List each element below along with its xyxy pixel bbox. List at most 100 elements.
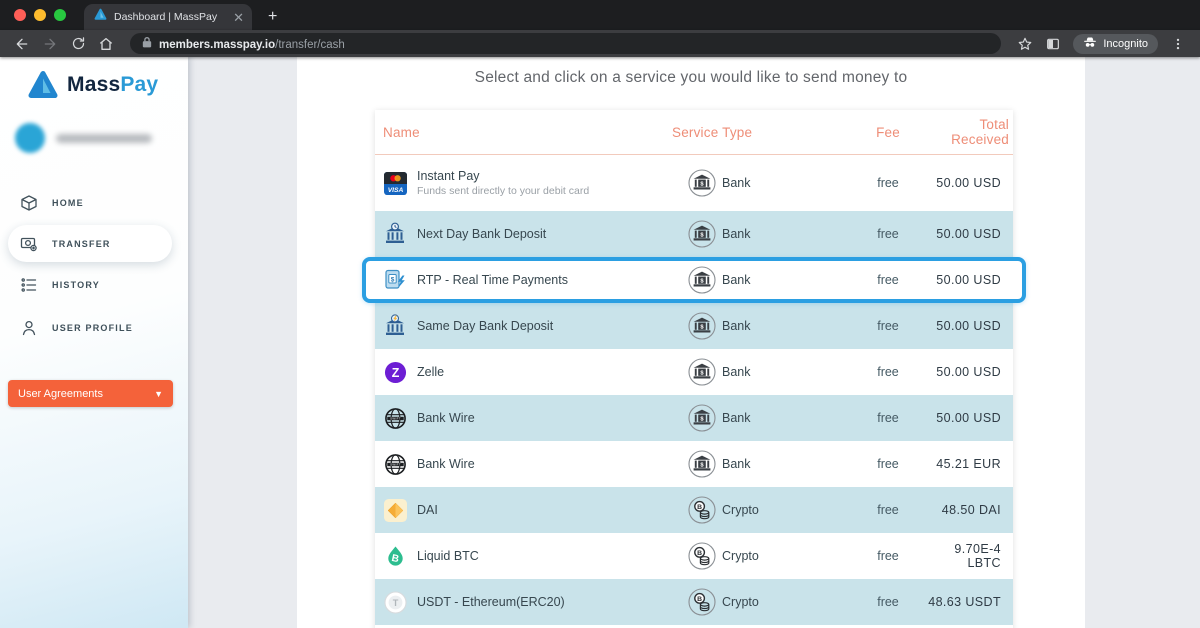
incognito-badge: Incognito — [1073, 33, 1158, 54]
window-zoom-button[interactable] — [54, 9, 66, 21]
dai-icon — [383, 498, 407, 522]
svg-text:$: $ — [700, 371, 704, 377]
service-fee: free — [877, 273, 899, 287]
back-icon[interactable] — [10, 33, 34, 55]
service-fee: free — [877, 595, 899, 609]
service-fee: free — [877, 457, 899, 471]
avatar — [15, 123, 45, 153]
service-total: 50.00 USD — [936, 365, 1001, 379]
reload-icon[interactable] — [66, 33, 90, 55]
service-row[interactable]: Next Day Bank Deposit $ Bank free 50.00 … — [375, 211, 1013, 257]
service-row[interactable]: Same Day Bank Deposit $ Bank free 50.00 … — [375, 303, 1013, 349]
masspay-logo[interactable]: MassPay — [27, 69, 158, 101]
sidebar-item-transfer[interactable]: TRANSFER — [8, 225, 172, 262]
tab-strip: Dashboard | MassPay ✕ + — [0, 0, 1200, 30]
bank-clock-icon — [383, 222, 407, 246]
service-row[interactable]: B Liquid BTC B Crypto free 9.70E-4 LBTC — [375, 533, 1013, 579]
service-row[interactable]: T USDT - Ethereum(ERC20) B Crypto free 4… — [375, 579, 1013, 625]
svg-text:VISA: VISA — [387, 186, 403, 193]
swift-globe-icon: SWIFT — [383, 406, 407, 430]
table-header-row: Name Service Type Fee Total Received — [375, 110, 1013, 155]
service-name: Zelle — [417, 365, 445, 379]
services-table: Name Service Type Fee Total Received VIS… — [362, 110, 1026, 628]
lock-icon — [142, 35, 152, 53]
bank-icon: $ — [688, 220, 716, 248]
bank-icon: $ — [688, 169, 716, 197]
service-fee: free — [877, 365, 899, 379]
user-icon — [20, 319, 38, 337]
visa-card-icon: VISA — [383, 171, 407, 195]
user-agreements-button[interactable]: User Agreements ▼ — [8, 380, 173, 407]
bank-icon: $ — [688, 266, 716, 294]
bank-icon: $ — [688, 404, 716, 432]
bank-icon: $ — [688, 450, 716, 478]
url-bar[interactable]: members.masspay.io/transfer/cash — [130, 33, 1002, 54]
service-total: 50.00 USD — [936, 411, 1001, 425]
chevron-down-icon: ▼ — [154, 388, 163, 399]
bookmark-star-icon[interactable] — [1013, 33, 1037, 55]
service-row[interactable]: Z Zelle $ Bank free 50.00 USD — [375, 349, 1013, 395]
service-row[interactable]: VISA Instant Pay Funds sent directly to … — [375, 155, 1013, 211]
svg-text:SWIFT: SWIFT — [390, 416, 401, 420]
svg-text:B: B — [390, 552, 399, 564]
service-row[interactable]: SWIFT Bank Wire $ Bank free 50.00 USD — [375, 395, 1013, 441]
service-name: DAI — [417, 503, 438, 517]
page-content: MassPay HOME TRANSFER HISTORY USER PROFI… — [0, 57, 1200, 628]
service-fee: free — [877, 227, 899, 241]
brand-text: MassPay — [67, 73, 159, 96]
service-type-label: Bank — [722, 457, 751, 471]
home-icon[interactable] — [94, 33, 118, 55]
service-row[interactable]: $ RTP - Real Time Payments $ Bank free 5… — [362, 257, 1026, 303]
sidebar-item-home[interactable]: HOME — [0, 181, 188, 224]
service-name: Bank Wire — [417, 411, 475, 425]
window-minimize-button[interactable] — [34, 9, 46, 21]
history-icon — [20, 276, 38, 294]
menu-icon[interactable] — [1166, 33, 1190, 55]
service-name: Liquid BTC — [417, 549, 479, 563]
service-type-label: Bank — [722, 273, 751, 287]
sidebar-item-history[interactable]: HISTORY — [0, 263, 188, 306]
url-path: /transfer/cash — [275, 38, 345, 51]
user-name-redacted — [56, 133, 152, 143]
sidebar-item-user-profile[interactable]: USER PROFILE — [0, 306, 188, 349]
service-name: Next Day Bank Deposit — [417, 227, 547, 241]
service-type-label: Bank — [722, 365, 751, 379]
svg-text:$: $ — [700, 233, 704, 239]
svg-text:Z: Z — [391, 365, 399, 379]
service-type-label: Bank — [722, 227, 751, 241]
svg-text:$: $ — [700, 279, 704, 285]
header-name: Name — [383, 124, 420, 140]
service-row[interactable]: SWIFT Bank Wire $ Bank free 45.21 EUR — [375, 441, 1013, 487]
sidebar-nav: HOME TRANSFER HISTORY USER PROFILE — [0, 181, 188, 349]
usdt-icon: T — [383, 590, 407, 614]
service-name: Instant Pay — [417, 169, 480, 183]
tab-close-icon[interactable]: ✕ — [233, 9, 244, 25]
svg-text:B: B — [697, 550, 702, 557]
browser-tab[interactable]: Dashboard | MassPay ✕ — [84, 4, 252, 30]
side-panel-icon[interactable] — [1041, 33, 1065, 55]
svg-text:$: $ — [391, 276, 395, 283]
transfer-icon — [20, 235, 38, 253]
service-name: USDT - Ethereum(ERC20) — [417, 595, 565, 609]
swift-globe-icon: SWIFT — [383, 452, 407, 476]
service-fee: free — [877, 319, 899, 333]
service-name: Same Day Bank Deposit — [417, 319, 554, 333]
header-fee: Fee — [876, 124, 900, 140]
svg-text:B: B — [697, 504, 702, 511]
forward-icon[interactable] — [38, 33, 62, 55]
window-close-button[interactable] — [14, 9, 26, 21]
new-tab-button[interactable]: + — [268, 8, 278, 25]
main-panel: Select and click on a service you would … — [297, 57, 1085, 628]
service-type-label: Crypto — [722, 503, 759, 517]
svg-text:T: T — [392, 597, 398, 607]
svg-text:$: $ — [700, 325, 704, 331]
service-total: 9.70E-4 LBTC — [954, 542, 1001, 570]
service-type-label: Crypto — [722, 549, 759, 563]
url-domain: members.masspay.io — [159, 38, 276, 51]
zelle-icon: Z — [383, 360, 407, 384]
user-profile-summary[interactable] — [15, 123, 152, 153]
service-row[interactable]: DAI B Crypto free 48.50 DAI — [375, 487, 1013, 533]
incognito-label: Incognito — [1103, 37, 1148, 50]
window-controls[interactable] — [0, 0, 84, 30]
service-total: 48.50 DAI — [941, 503, 1001, 517]
